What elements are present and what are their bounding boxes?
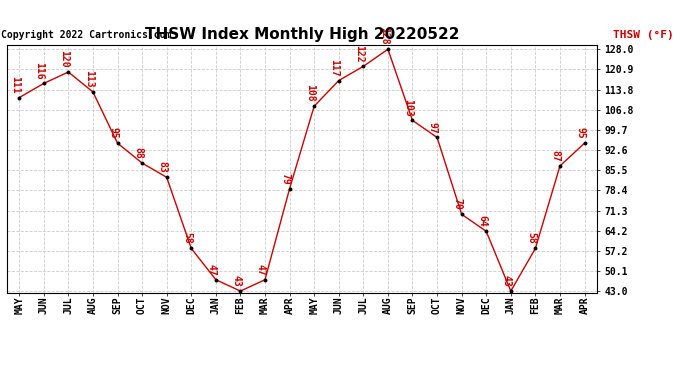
Point: [14, 94, 25, 100]
Text: 103: 103: [404, 99, 413, 116]
Text: 43: 43: [231, 275, 241, 287]
Text: 87: 87: [551, 150, 561, 162]
Text: 95: 95: [108, 127, 119, 139]
Point: [555, 163, 566, 169]
Point: [88, 89, 99, 95]
Point: [161, 174, 172, 180]
Point: [259, 277, 270, 283]
Text: 108: 108: [305, 84, 315, 102]
Point: [431, 135, 442, 141]
Point: [382, 46, 393, 52]
Point: [407, 117, 418, 123]
Text: 113: 113: [83, 70, 94, 88]
Text: 120: 120: [59, 50, 69, 68]
Text: 122: 122: [354, 45, 364, 62]
Text: 83: 83: [157, 161, 168, 173]
Point: [186, 245, 197, 251]
Text: Copyright 2022 Cartronics.com: Copyright 2022 Cartronics.com: [1, 30, 171, 40]
Point: [505, 288, 516, 294]
Point: [481, 228, 492, 234]
Point: [63, 69, 74, 75]
Point: [308, 103, 319, 109]
Text: 128: 128: [379, 27, 388, 45]
Text: THSW (°F): THSW (°F): [613, 30, 673, 40]
Text: 70: 70: [453, 198, 462, 210]
Point: [579, 140, 590, 146]
Text: 117: 117: [330, 59, 339, 76]
Point: [456, 211, 467, 217]
Text: 116: 116: [34, 62, 45, 79]
Point: [137, 160, 148, 166]
Title: THSW Index Monthly High 20220522: THSW Index Monthly High 20220522: [145, 27, 459, 42]
Point: [235, 288, 246, 294]
Text: 43: 43: [502, 275, 512, 287]
Text: 95: 95: [575, 127, 585, 139]
Point: [210, 277, 221, 283]
Text: 111: 111: [10, 76, 20, 93]
Point: [358, 63, 369, 69]
Text: 64: 64: [477, 215, 487, 227]
Text: 88: 88: [133, 147, 143, 159]
Point: [530, 245, 541, 251]
Text: 79: 79: [280, 173, 290, 184]
Text: 47: 47: [256, 264, 266, 276]
Text: 58: 58: [526, 232, 536, 244]
Text: 58: 58: [182, 232, 192, 244]
Point: [112, 140, 123, 146]
Text: 47: 47: [207, 264, 217, 276]
Point: [38, 80, 49, 86]
Point: [284, 186, 295, 192]
Point: [333, 78, 344, 84]
Text: 97: 97: [428, 122, 438, 133]
